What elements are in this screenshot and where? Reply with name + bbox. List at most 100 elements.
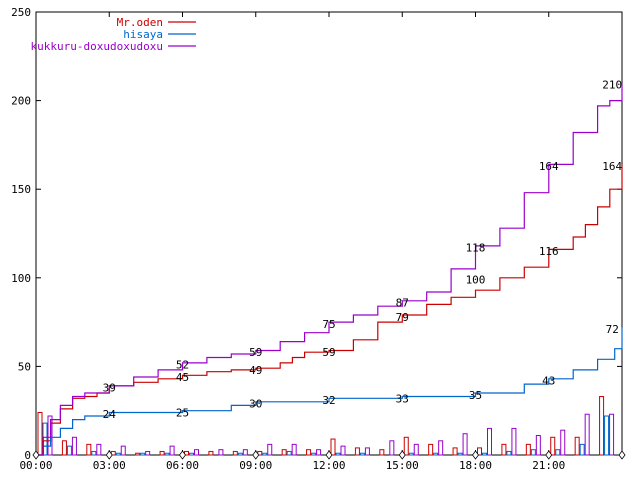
data-label: 164 [602, 160, 622, 173]
x-marker [105, 450, 113, 460]
data-label: 72 [606, 323, 619, 336]
hourly-bar [281, 449, 287, 456]
plot-frame [35, 11, 623, 456]
hourly-bar [457, 452, 463, 456]
hourly-bar [609, 413, 615, 456]
hourly-bar [413, 443, 419, 456]
hourly-bar [408, 452, 414, 456]
hourly-bar [340, 445, 346, 456]
hourly-bar [218, 449, 224, 456]
x-marker [32, 450, 40, 460]
data-label: 33 [396, 392, 409, 405]
x-tick-label: 03:00 [93, 459, 126, 472]
x-tick-label: 00:00 [19, 459, 52, 472]
hourly-bar [354, 447, 360, 456]
y-axis: 0 50 100 150 200 250 [11, 6, 622, 462]
hourly-bar [403, 436, 409, 456]
hourly-bar [159, 450, 165, 456]
hourly-bar [120, 445, 126, 456]
hourly-bar [115, 452, 121, 456]
y-tick-label: 100 [11, 272, 31, 285]
hourly-bar [433, 452, 439, 456]
y-tick-label: 0 [24, 449, 31, 462]
hourly-bar [140, 452, 146, 456]
data-label: 59 [322, 346, 335, 359]
hourly-bar [555, 449, 561, 456]
x-tick-label: 15:00 [386, 459, 419, 472]
data-label: 75 [322, 318, 335, 331]
hourly-bar [86, 443, 92, 456]
x-marker [325, 450, 333, 460]
hourly-bar [506, 450, 512, 456]
hourly-bar [237, 452, 243, 456]
data-label: 164 [539, 160, 559, 173]
hourly-bar [145, 450, 151, 456]
data-label: 87 [396, 297, 409, 310]
hourly-bar [501, 443, 507, 456]
legend-label: kukkuru-doxudoxudoxu [31, 40, 163, 53]
data-label: 210 [602, 79, 622, 92]
hourly-bar [267, 443, 273, 456]
hourly-bar [164, 452, 170, 456]
hourly-bar [487, 427, 492, 456]
hourly-bar [286, 450, 292, 456]
hourly-bar [91, 450, 97, 456]
y-tick-label: 50 [18, 360, 31, 373]
data-label: 100 [466, 274, 486, 287]
x-marker [472, 450, 479, 460]
data-label: 43 [542, 375, 555, 388]
hourly-bar [47, 415, 53, 456]
data-label: 32 [322, 394, 335, 407]
hourly-bar [291, 443, 297, 456]
legend-label: Mr.oden [117, 16, 163, 29]
data-label: 59 [249, 346, 262, 359]
series-line [36, 164, 623, 456]
series-lines [36, 82, 623, 456]
hourly-bar [574, 436, 580, 456]
hourly-bar [525, 443, 531, 456]
hourly-bar [71, 436, 77, 456]
hourly-bar [194, 449, 199, 456]
hourly-bar [462, 433, 468, 456]
hourly-bar [311, 452, 317, 456]
hourly-bar [61, 440, 67, 456]
x-marker [252, 450, 260, 460]
hourly-bar [169, 445, 175, 456]
hourly-bar [579, 443, 585, 456]
y-tick-label: 250 [11, 6, 31, 19]
data-label: 25 [176, 406, 189, 419]
hourly-bar [316, 449, 322, 456]
hourly-bar [438, 440, 444, 456]
hourly-bar [208, 450, 214, 456]
hourly-bar [428, 443, 434, 456]
x-marker [179, 450, 186, 460]
hourly-bar [599, 396, 605, 456]
hourly-bar [560, 429, 566, 456]
data-label: 30 [249, 398, 262, 411]
plot-border [35, 11, 623, 456]
hourly-bar [189, 452, 194, 456]
x-tick-label: 21:00 [532, 459, 565, 472]
hourly-bar [306, 449, 312, 456]
hourly-bars [37, 396, 615, 456]
x-tick-label: 06:00 [166, 459, 199, 472]
data-label: 118 [466, 242, 486, 255]
hourly-bar [604, 415, 610, 456]
data-label: 52 [176, 359, 189, 372]
data-label: 35 [469, 389, 482, 402]
y-tick-label: 150 [11, 183, 31, 196]
hourly-bar [364, 447, 370, 456]
hourly-bar [135, 452, 141, 456]
data-label: 39 [103, 382, 116, 395]
x-tick-label: 18:00 [459, 459, 492, 472]
hourly-bar [330, 438, 336, 456]
hourly-bar [232, 450, 238, 456]
hourly-bar [37, 411, 43, 456]
hourly-bar [359, 452, 365, 456]
x-marker [398, 450, 406, 460]
hourly-bar [477, 447, 482, 456]
hourly-bar [242, 449, 248, 456]
hourly-bar [335, 452, 341, 456]
